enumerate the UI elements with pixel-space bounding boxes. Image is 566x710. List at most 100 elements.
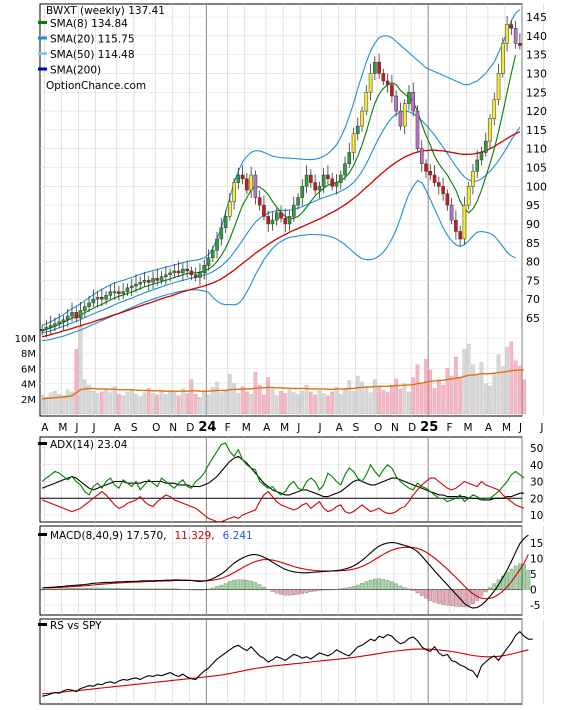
price-candle [176, 261, 181, 277]
price-candle [223, 210, 228, 234]
x-axis-label: J [74, 422, 78, 434]
price-candle [471, 164, 475, 195]
macd-value-label: 11.329, [174, 530, 214, 542]
volume-bar [317, 390, 322, 415]
bollinger-upper-line [41, 9, 521, 327]
candle-body [458, 231, 462, 240]
price-candle [253, 170, 258, 205]
candle-body [172, 270, 177, 274]
price-candle [313, 174, 317, 195]
candle-body [479, 152, 484, 161]
macd-histogram-bar [257, 584, 262, 590]
candle-body [407, 92, 411, 104]
macd-histogram-bar [526, 569, 531, 590]
price-candle [87, 295, 91, 313]
candle-body [53, 323, 57, 326]
volume-bar [65, 389, 70, 415]
adx-axis-label: 50 [530, 443, 543, 455]
volume-bar [232, 383, 236, 415]
price-candle [198, 263, 202, 286]
macd-histogram-bar [355, 584, 360, 590]
price-candle [304, 165, 309, 194]
macd-histogram-bar [117, 588, 121, 590]
candle-body [70, 312, 74, 317]
price-axis-label: 130 [526, 67, 547, 80]
legend-swatch [38, 21, 47, 24]
price-axis-label: 100 [526, 180, 547, 193]
candle-body [385, 80, 390, 85]
macd-histogram-bar [172, 588, 177, 590]
candle-body [168, 272, 172, 275]
macd-histogram-bar [95, 587, 100, 590]
volume-bar [296, 394, 300, 415]
candle-body [437, 182, 441, 187]
candle-body [377, 61, 381, 74]
volume-bar [70, 391, 74, 415]
candle-body [61, 319, 66, 323]
volume-bar [411, 377, 416, 415]
volume-bar [330, 391, 335, 415]
volume-bar [274, 395, 279, 415]
price-axis-label: 145 [526, 11, 547, 24]
price-candle [462, 196, 467, 245]
macd-histogram-bar [309, 589, 313, 593]
macd-histogram-bar [206, 588, 211, 590]
volume-bar [134, 394, 138, 415]
price-candle [368, 63, 373, 101]
price-candle [44, 320, 49, 338]
macd-histogram-bar [44, 589, 49, 590]
price-candle [441, 177, 445, 201]
macd-histogram-bar [402, 587, 407, 590]
candle-body [424, 163, 428, 172]
macd-histogram-bar [91, 587, 96, 590]
macd-histogram-bar [87, 587, 91, 590]
adx-axis-label: 40 [530, 460, 543, 472]
macd-histogram-bar [210, 587, 215, 590]
candle-body [228, 201, 232, 217]
sma50-line [41, 131, 521, 338]
legend-swatch [38, 67, 47, 71]
candle-body [181, 268, 185, 274]
price-candle [274, 208, 279, 226]
price-candle [232, 178, 236, 210]
volume-bar [381, 390, 386, 415]
macd-histogram-bar [193, 589, 198, 591]
macd-histogram-bar [441, 589, 445, 605]
volume-axis-label: 2M [21, 395, 36, 406]
legend-swatch [38, 442, 47, 445]
candle-body [326, 174, 330, 180]
macd-histogram-bar [364, 581, 369, 590]
macd-histogram-bar [475, 589, 480, 601]
macd-histogram-bar [185, 589, 189, 591]
candle-body [91, 298, 96, 304]
volume-axis-label: 8M [21, 349, 36, 360]
price-candle [424, 159, 428, 179]
macd-histogram-bar [373, 578, 377, 590]
macd-histogram-bar [74, 588, 79, 590]
price-candle [296, 193, 300, 210]
price-candle [181, 263, 185, 281]
volume-bar [287, 389, 292, 415]
volume-bar [215, 381, 219, 415]
volume-bar [351, 391, 356, 415]
volume-bar [48, 392, 53, 415]
price-candle [112, 281, 117, 300]
candle-body [368, 73, 373, 93]
candle-body [57, 321, 61, 324]
macd-histogram-bar [483, 589, 488, 593]
x-axis-label: J [318, 422, 322, 434]
price-candle [104, 290, 108, 305]
volume-bar [108, 392, 113, 415]
volume-bar [385, 391, 390, 415]
candle-body [176, 270, 181, 274]
volume-bar [53, 391, 57, 415]
price-candle [445, 189, 450, 211]
price-axis-label: 120 [526, 105, 547, 118]
watermark-label: OptionChance.com [46, 80, 146, 92]
adx-title: ADX(14) 23.04 [50, 439, 128, 451]
price-candle [95, 291, 100, 308]
macd-histogram-bar [428, 589, 433, 601]
candle-body [270, 219, 275, 225]
volume-bar [227, 374, 232, 415]
price-axis-label: 125 [526, 86, 547, 99]
